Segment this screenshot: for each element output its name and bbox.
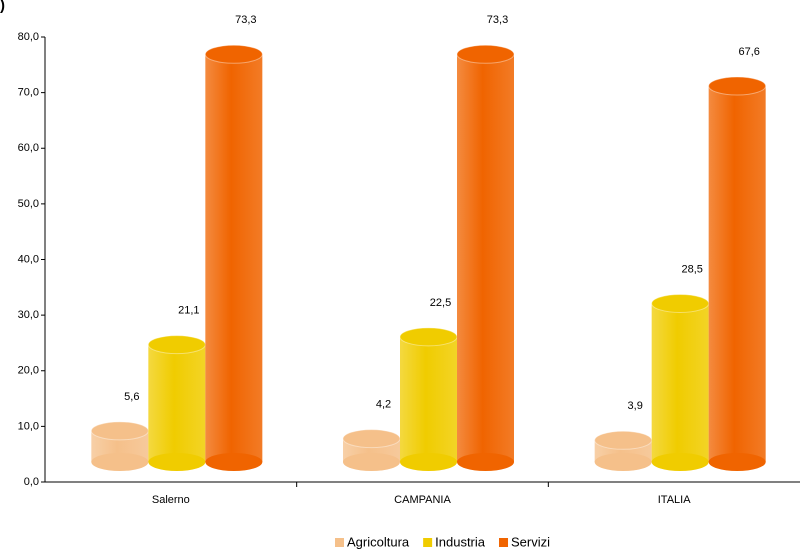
value-label: 5,6 (124, 391, 139, 403)
bar-top (147, 335, 206, 355)
bar-top (708, 76, 767, 96)
value-label: 21,1 (178, 305, 199, 317)
value-label: 73,3 (235, 14, 256, 26)
bar-top (399, 327, 458, 347)
bar-top (651, 293, 710, 313)
bar (457, 54, 514, 463)
legend-label: Industria (435, 534, 486, 549)
y-tick-label: 50,0 (18, 198, 39, 210)
legend-label: Servizi (511, 534, 550, 549)
bar-top (456, 44, 515, 64)
value-label: 4,2 (376, 399, 391, 411)
x-tick-label: Salerno (152, 494, 190, 506)
value-label: 22,5 (430, 297, 451, 309)
legend-swatch (423, 538, 433, 547)
bar (651, 303, 709, 462)
legend-swatch (335, 538, 344, 547)
y-tick-label: 70,0 (18, 87, 39, 99)
bar (148, 344, 206, 462)
y-tick-label: 10,0 (18, 420, 39, 432)
value-label: 3,9 (628, 400, 643, 412)
bar (708, 85, 766, 462)
y-tick-label: 60,0 (18, 142, 39, 154)
bar-top (594, 430, 653, 450)
bar-top (342, 429, 401, 449)
legend-label: Agricoltura (347, 534, 410, 549)
bar-top (90, 421, 149, 441)
y-tick-label: 0,0 (24, 476, 39, 488)
value-label: 67,6 (738, 46, 759, 58)
y-tick-label: 80,0 (18, 31, 39, 43)
bar (400, 336, 457, 462)
y-tick-label: 30,0 (18, 309, 39, 321)
x-tick-label: ITALIA (658, 494, 691, 506)
chart-title: ) (0, 0, 5, 14)
y-tick-label: 20,0 (18, 365, 39, 377)
value-label: 73,3 (487, 14, 508, 26)
legend-swatch (499, 538, 509, 547)
bar-top (204, 44, 263, 64)
y-tick-label: 40,0 (18, 253, 39, 265)
bar (205, 54, 263, 463)
x-tick-label: CAMPANIA (394, 494, 451, 506)
value-label: 28,5 (681, 263, 702, 275)
